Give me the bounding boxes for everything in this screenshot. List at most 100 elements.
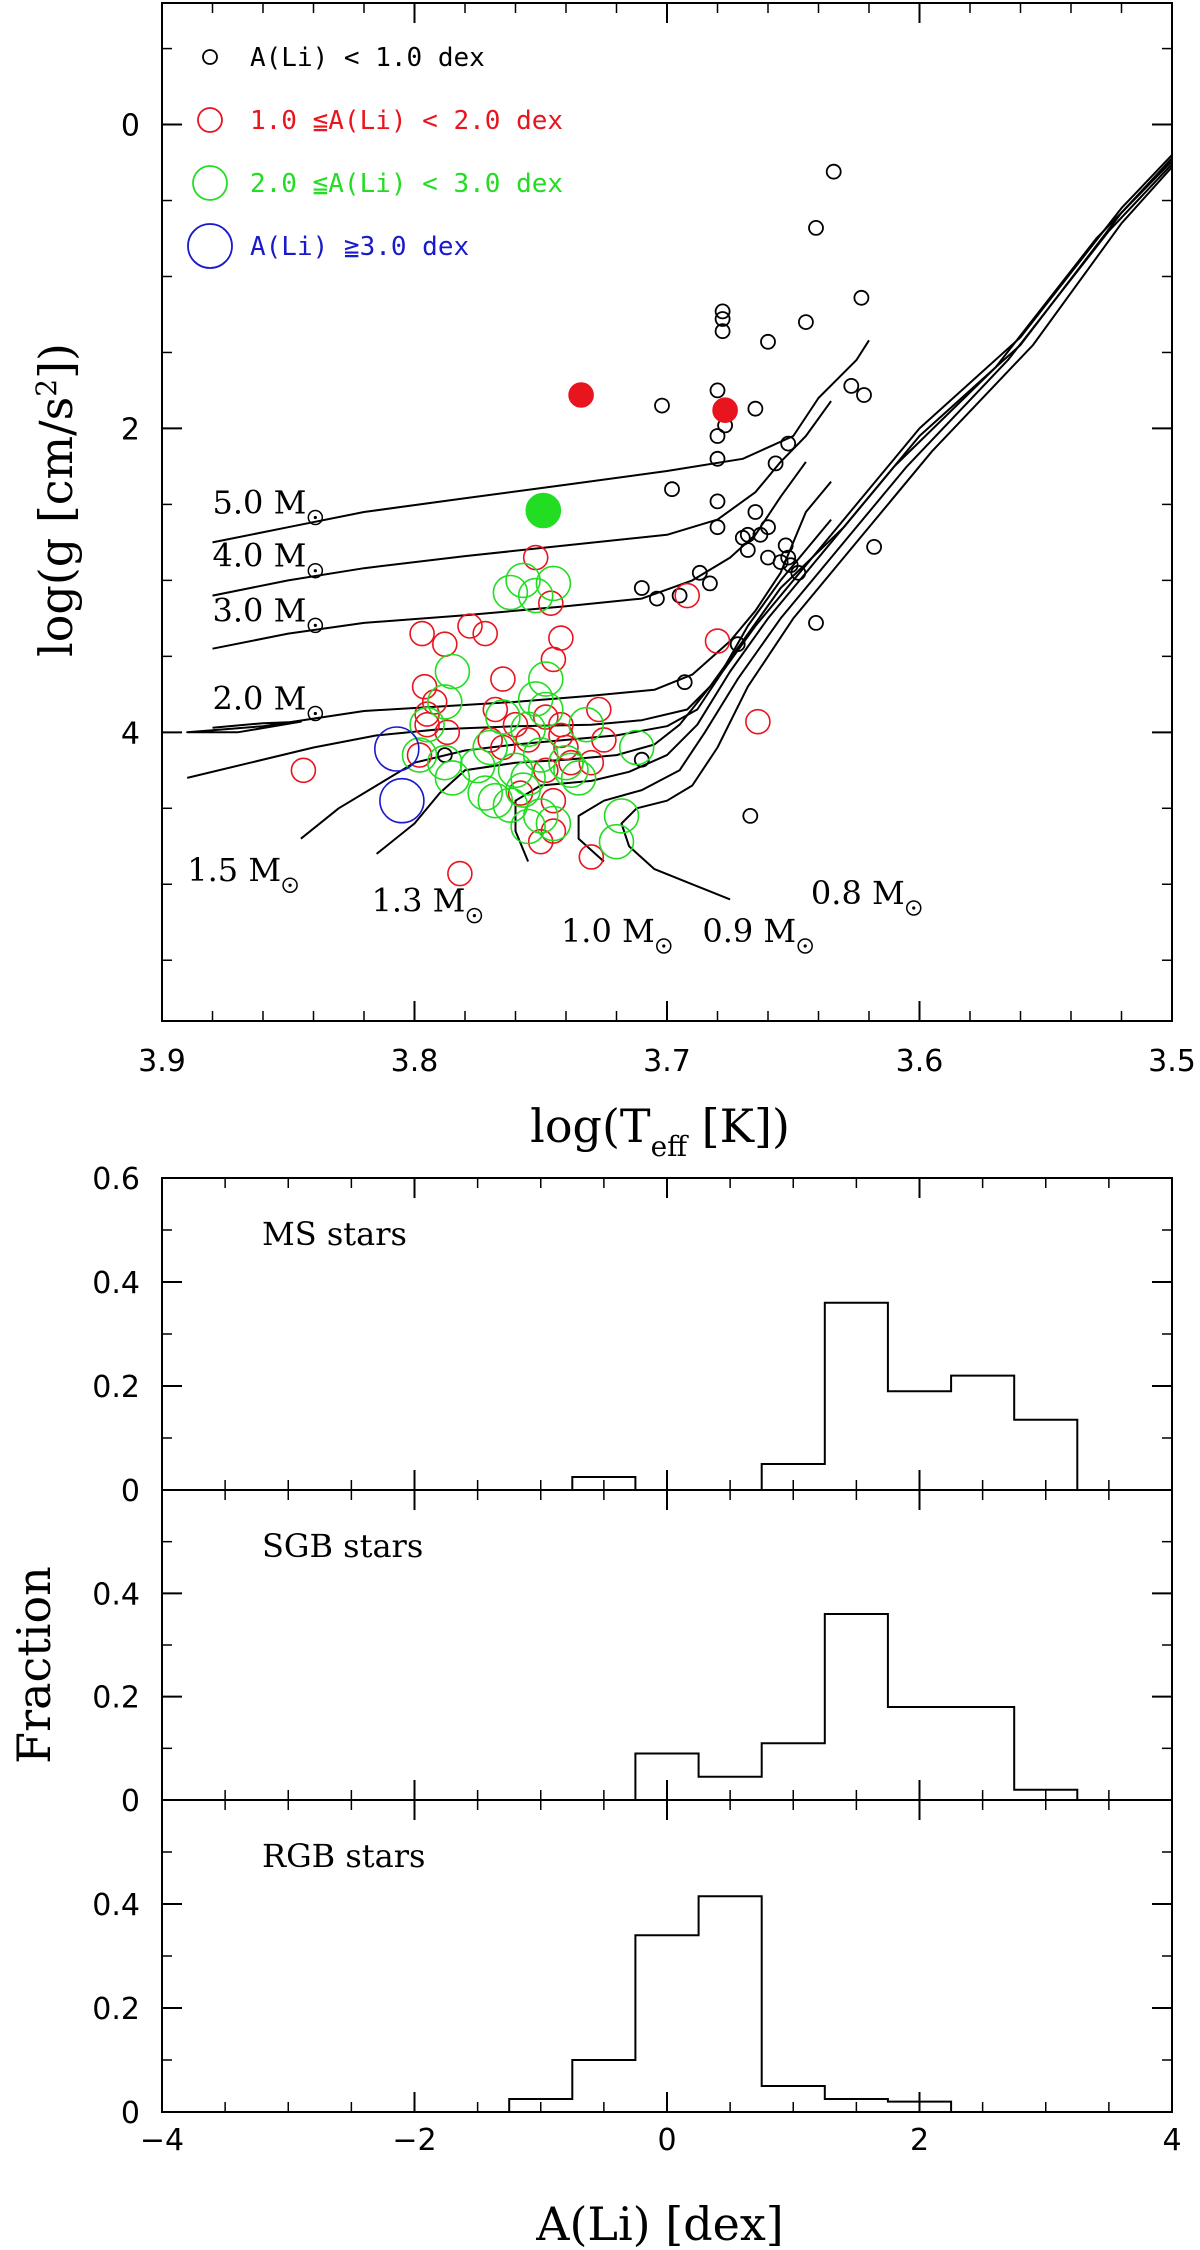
hist-y-tick-label: 0.2 xyxy=(92,1370,140,1405)
sun-symbol-icon xyxy=(466,907,483,924)
data-point xyxy=(505,772,541,808)
data-point xyxy=(492,574,529,611)
data-point xyxy=(527,661,564,697)
mass-label: 1.3 M xyxy=(372,882,466,920)
mass-label: 3.0 M xyxy=(213,591,307,629)
hist-x-axis-label: A(Li) [dex] xyxy=(535,2197,784,2250)
data-point xyxy=(431,631,458,658)
track-line xyxy=(300,154,1173,840)
track-line xyxy=(375,157,1173,855)
track-line xyxy=(212,400,832,597)
data-point xyxy=(752,526,769,543)
data-point xyxy=(457,613,483,639)
data-point xyxy=(747,504,764,520)
data-point xyxy=(373,726,420,772)
data-point xyxy=(714,303,731,320)
data-point xyxy=(603,798,640,834)
mass-label: 1.0 M xyxy=(561,912,655,950)
hist-panel: 0 0.2 0.4 0.6 MS stars xyxy=(92,1162,1173,1509)
hist-y-tick-label: 0.4 xyxy=(92,1266,140,1301)
sun-symbol-dot xyxy=(662,944,666,948)
sun-symbol-icon xyxy=(282,877,298,893)
data-point xyxy=(401,737,438,773)
data-point xyxy=(808,615,824,631)
data-point xyxy=(459,747,496,784)
data-point xyxy=(664,481,680,498)
mass-label: 0.9 M xyxy=(702,912,796,950)
data-point xyxy=(760,519,776,536)
data-point xyxy=(507,780,534,806)
data-point xyxy=(618,729,655,766)
data-point xyxy=(434,653,471,690)
data-point xyxy=(434,719,461,746)
hist-y-tick-label: 0.2 xyxy=(92,1681,140,1716)
y-tick-label: 0 xyxy=(121,109,140,144)
hist-x-tick-label: 2 xyxy=(910,2123,929,2158)
hist-x-tick-label: 0 xyxy=(657,2123,676,2158)
li-histograms: 0 0.2 0.4 0.6 MS stars 0 0.2 0.4 SGB stars 0 0.2 0.… xyxy=(7,1162,1182,2250)
hr-data-points xyxy=(290,163,882,887)
data-point xyxy=(853,289,870,306)
data-point xyxy=(522,798,559,834)
hr-y-axis-label: log(g [cm/s2]) xyxy=(29,343,83,657)
data-point xyxy=(709,382,726,399)
data-point xyxy=(522,737,559,773)
hist-bars xyxy=(634,1613,1079,1800)
data-point xyxy=(780,549,797,566)
hist-panel-label: MS stars xyxy=(262,1215,407,1253)
data-point xyxy=(760,333,776,350)
hist-y-tick-label: 0.2 xyxy=(92,1992,140,2027)
legend-label: 1.0 ≦A(Li) < 2.0 dex xyxy=(250,106,563,136)
sun-symbol-icon xyxy=(906,900,922,916)
hr-diagram: 3.9 3.8 3.7 3.6 3.5 0 2 4 5.0 M 4.0 M 3.0 M 2.0 M 1… xyxy=(29,2,1196,1163)
sun-symbol-dot xyxy=(313,569,317,573)
data-point xyxy=(540,787,567,814)
data-point xyxy=(709,519,726,536)
sun-symbol-dot xyxy=(803,944,807,948)
data-point xyxy=(598,823,635,860)
data-point xyxy=(490,666,516,692)
mass-label: 2.0 M xyxy=(213,680,307,718)
data-point xyxy=(527,828,554,855)
data-point xyxy=(540,646,567,673)
legend-marker xyxy=(202,49,218,65)
data-point xyxy=(674,582,701,609)
data-point xyxy=(777,537,794,554)
histogram-panels: 0 0.2 0.4 0.6 MS stars 0 0.2 0.4 SGB stars 0 0.2 0.… xyxy=(92,1162,1181,2158)
data-point xyxy=(510,808,546,845)
hist-panel-label: RGB stars xyxy=(262,1837,425,1875)
sun-symbol-dot xyxy=(313,623,317,627)
y-tick-label: 2 xyxy=(121,412,140,447)
hr-x-axis-label-main: log(T xyxy=(530,1099,651,1153)
data-point xyxy=(434,760,471,796)
data-point xyxy=(409,620,435,647)
data-point xyxy=(414,711,440,738)
data-point xyxy=(856,387,872,403)
data-point xyxy=(553,734,579,761)
x-tick-label: 3.9 xyxy=(138,1044,186,1079)
sun-symbol-icon xyxy=(307,562,324,579)
data-point xyxy=(747,400,764,417)
data-point xyxy=(742,808,759,824)
data-point xyxy=(482,696,509,723)
hr-x-axis-label-tail: [K]) xyxy=(687,1099,790,1153)
data-point xyxy=(709,493,726,510)
data-point xyxy=(843,377,860,394)
data-point xyxy=(790,564,807,581)
sun-symbol-dot xyxy=(472,914,477,918)
data-point xyxy=(515,727,541,753)
data-point xyxy=(825,163,842,180)
data-point xyxy=(548,744,584,781)
data-point xyxy=(808,219,824,236)
hr-y-axis-label-main: log(g [cm/s xyxy=(29,397,83,657)
track-line xyxy=(212,339,870,544)
data-point xyxy=(691,564,708,581)
data-point xyxy=(591,727,617,753)
legend-marker xyxy=(192,165,228,201)
data-point xyxy=(798,314,814,331)
hist-panel: 0 0.2 0.4 RGB stars xyxy=(92,1799,1173,2131)
sun-symbol-dot xyxy=(313,515,317,520)
hist-panel: 0 0.2 0.4 SGB stars xyxy=(92,1489,1173,1819)
data-point xyxy=(406,742,433,768)
